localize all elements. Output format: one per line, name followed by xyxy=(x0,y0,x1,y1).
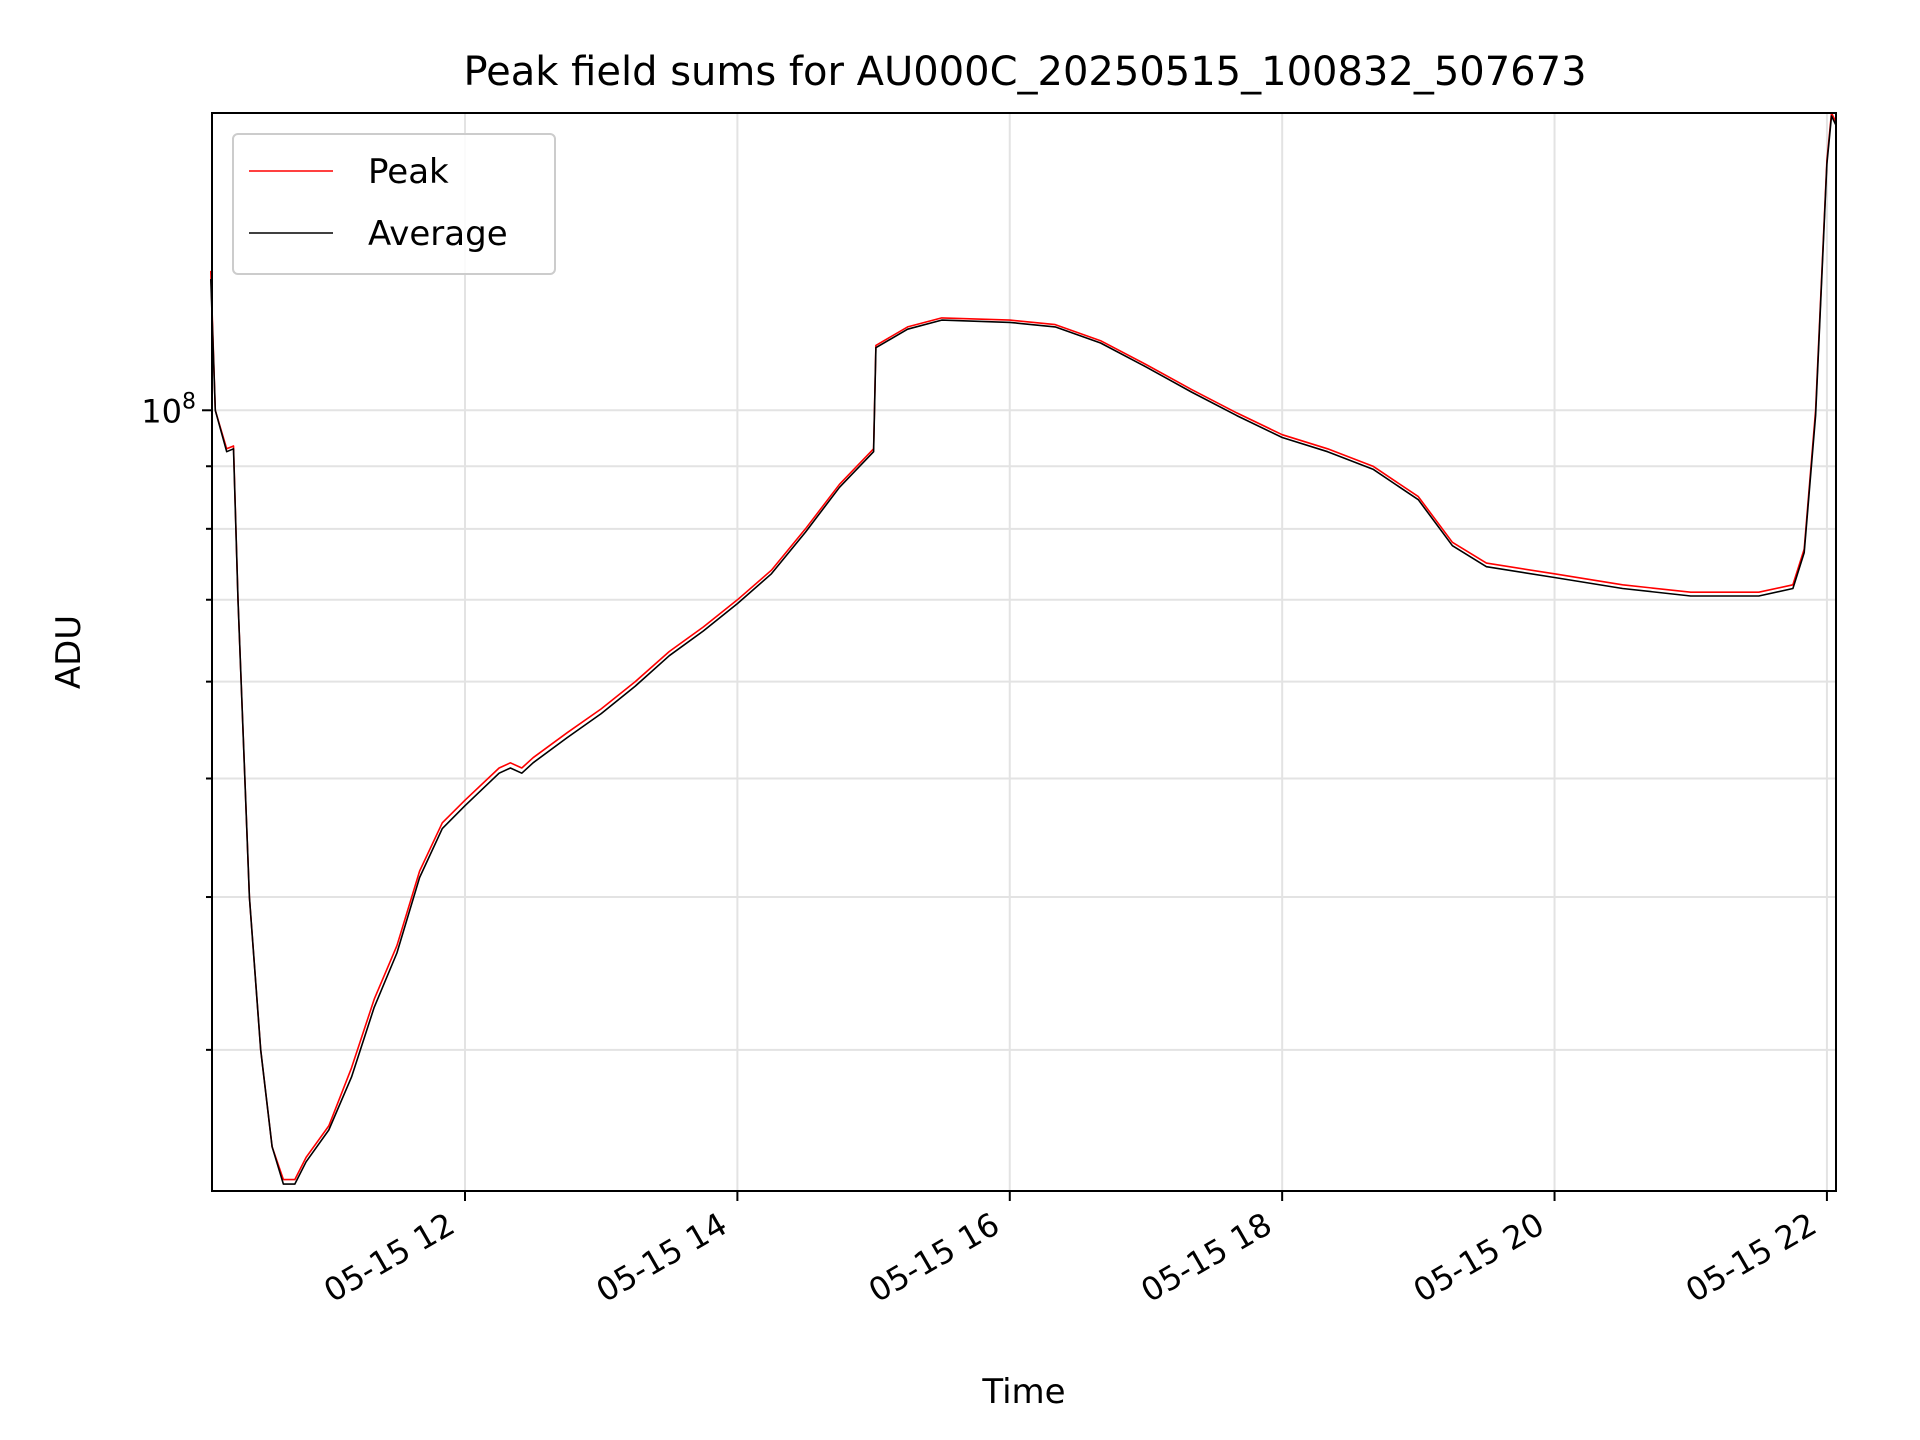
legend: Peak Average xyxy=(232,133,556,275)
series-layer xyxy=(210,112,1837,1185)
series-line-average xyxy=(210,115,1837,1185)
legend-box xyxy=(232,133,556,275)
y-tick-label: 108 xyxy=(141,389,196,430)
y-axis-label: ADU xyxy=(49,615,89,689)
series-line-peak xyxy=(210,112,1837,1181)
plot-frame xyxy=(211,112,1837,1192)
grid xyxy=(212,113,1836,1191)
legend-label: Peak xyxy=(368,152,449,192)
chart-title: Peak field sums for AU000C_20250515_1008… xyxy=(463,49,1586,95)
x-axis-label: Time xyxy=(981,1372,1065,1412)
y-axis: 108 xyxy=(141,389,212,1051)
legend-label: Average xyxy=(368,214,508,254)
